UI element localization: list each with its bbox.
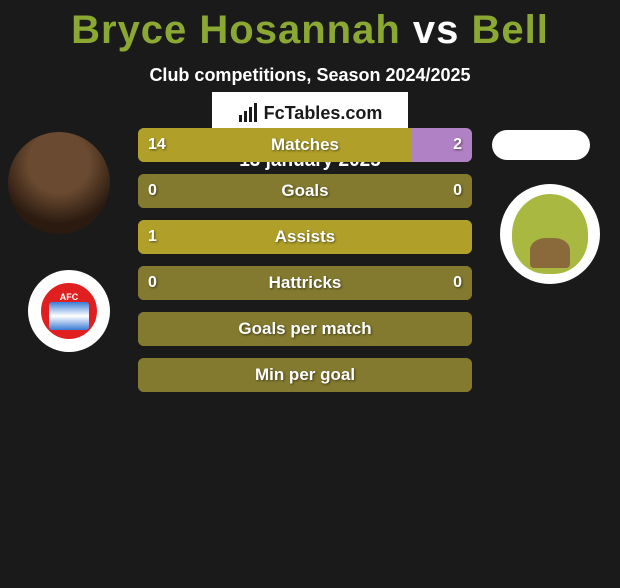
player-left-photo bbox=[8, 132, 110, 234]
comparison-title: Bryce Hosannah vs Bell bbox=[0, 8, 620, 53]
stat-value-right: 0 bbox=[453, 274, 462, 292]
player-right-photo bbox=[492, 130, 590, 160]
title-player-left: Bryce Hosannah bbox=[71, 8, 401, 52]
stat-value-right: 2 bbox=[453, 136, 462, 154]
fctables-brand-text: FcTables.com bbox=[264, 103, 383, 124]
stat-row: 1Assists bbox=[138, 220, 472, 254]
chart-bars-icon bbox=[238, 103, 258, 123]
comparison-subtitle: Club competitions, Season 2024/2025 bbox=[0, 65, 620, 86]
club-right-crest-icon bbox=[512, 194, 588, 274]
stats-container: 14Matches20Goals01Assists0Hattricks0Goal… bbox=[138, 128, 472, 404]
stat-label: Goals bbox=[138, 181, 472, 201]
stat-row: 0Goals0 bbox=[138, 174, 472, 208]
afc-fylde-crest-icon: AFC bbox=[38, 280, 100, 342]
club-right-crest bbox=[500, 184, 600, 284]
title-vs: vs bbox=[413, 8, 460, 52]
stat-label: Min per goal bbox=[138, 365, 472, 385]
title-player-right: Bell bbox=[472, 8, 549, 52]
club-left-crest: AFC bbox=[28, 270, 110, 352]
stat-row: 0Hattricks0 bbox=[138, 266, 472, 300]
stat-value-right: 0 bbox=[453, 182, 462, 200]
stat-row: Goals per match bbox=[138, 312, 472, 346]
stat-label: Hattricks bbox=[138, 273, 472, 293]
stat-row: 14Matches2 bbox=[138, 128, 472, 162]
face-placeholder-icon bbox=[8, 132, 110, 234]
stat-label: Assists bbox=[138, 227, 472, 247]
stat-row: Min per goal bbox=[138, 358, 472, 392]
stat-label: Goals per match bbox=[138, 319, 472, 339]
stat-label: Matches bbox=[138, 135, 472, 155]
